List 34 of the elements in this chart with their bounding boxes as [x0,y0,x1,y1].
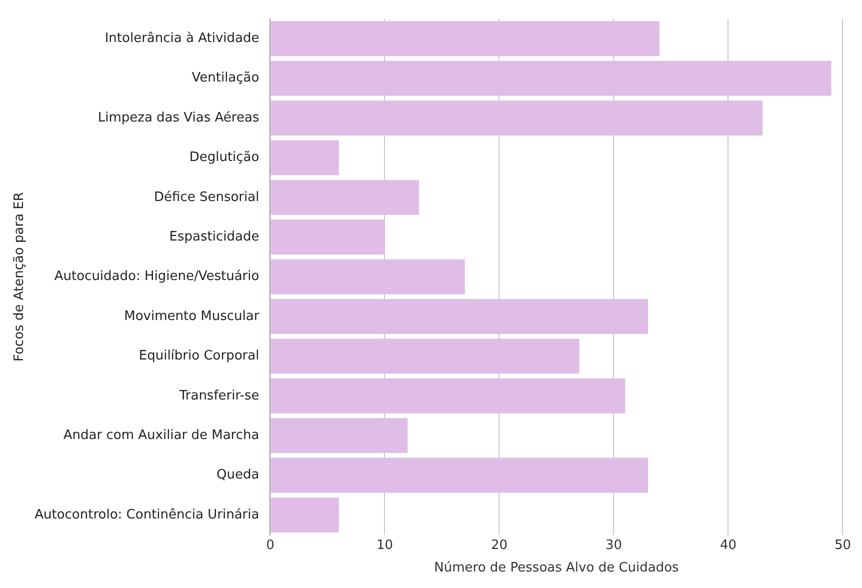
y-axis-title: Focos de Atenção para ER [12,192,28,362]
y-tick-label: Equilíbrio Corporal [138,348,260,364]
y-tick-label: Andar com Auxiliar de Marcha [63,428,260,443]
y-tick-label: Espasticidade [169,229,260,244]
bar [270,180,420,215]
y-tick-label: Deglutição [189,150,260,166]
bar [270,100,763,136]
bar [270,418,408,454]
bar [270,259,465,294]
y-tick-label: Intolerância à Atividade [104,31,260,46]
bar [270,220,385,255]
y-tick-label: Ventilação [192,70,260,86]
bar [270,378,626,414]
bar [270,60,832,96]
bar [270,21,660,56]
x-tick-label: 0 [266,538,274,553]
bar [270,497,339,532]
x-tick-label: 20 [490,538,508,553]
x-tick-label: 50 [834,538,851,553]
bar [270,140,339,176]
x-axis-title: Número de Pessoas Alvo de Cuidados [434,560,680,576]
y-tick-label: Défice Sensorial [154,190,260,205]
x-tick-label: 30 [605,538,622,553]
y-tick-label: Queda [216,468,260,483]
bar [270,458,648,493]
bar [270,338,580,374]
y-tick-label: Transferir-se [178,388,260,404]
y-tick-label: Movimento Muscular [124,308,260,324]
x-tick-label: 10 [376,538,393,553]
bar [270,299,648,334]
y-tick-label: Limpeza das Vias Aéreas [98,110,260,126]
y-tick-label: Autocuidado: Higiene/Vestuário [54,269,260,284]
x-tick-label: 40 [720,538,736,553]
y-tick-label: Autocontrolo: Continência Urinária [34,507,260,522]
